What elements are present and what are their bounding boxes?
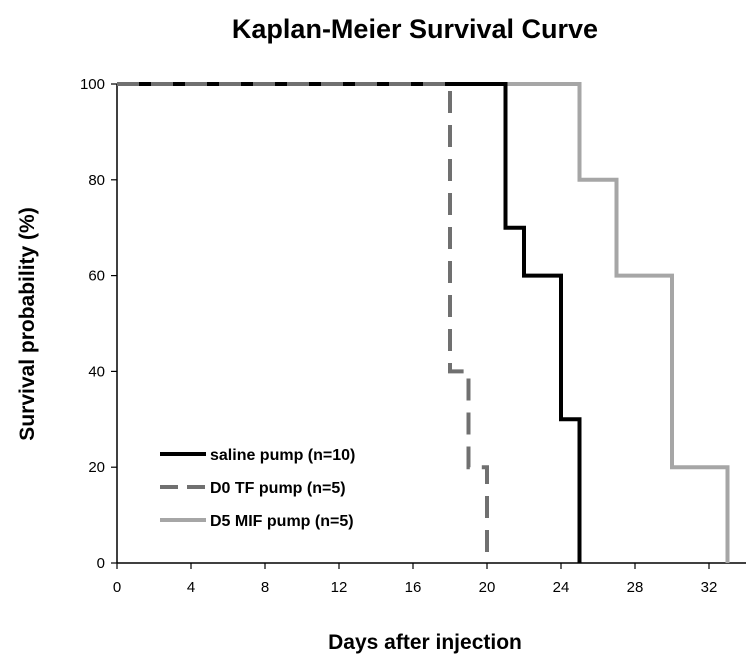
legend-label-0: saline pump (n=10) xyxy=(210,447,355,464)
series-layer xyxy=(117,82,730,563)
y-tick-label: 80 xyxy=(88,172,105,189)
series-line-1 xyxy=(117,82,489,563)
series-line-0 xyxy=(117,82,582,563)
axes: 0 4 8 12 16 20 24 28 32 0 20 40 60 80 100 xyxy=(80,76,746,596)
x-tick-label: 32 xyxy=(701,579,718,596)
chart-title: Kaplan-Meier Survival Curve xyxy=(232,14,598,44)
x-tick-label: 24 xyxy=(553,579,570,596)
legend: saline pump (n=10) D0 TF pump (n=5) D5 MIF… xyxy=(160,447,355,530)
y-axis-label: Survival probability (%) xyxy=(16,207,39,440)
y-tick-label: 100 xyxy=(80,76,105,93)
x-tick-label: 28 xyxy=(627,579,644,596)
y-tick-label: 60 xyxy=(88,268,105,285)
x-tick-label: 0 xyxy=(113,579,121,596)
x-tick-label: 8 xyxy=(261,579,269,596)
x-tick-label: 16 xyxy=(405,579,422,596)
y-tick-label: 0 xyxy=(97,555,105,572)
x-tick-label: 12 xyxy=(331,579,348,596)
legend-label-1: D0 TF pump (n=5) xyxy=(210,480,346,497)
x-axis-label: Days after injection xyxy=(328,631,522,654)
y-tick-label: 40 xyxy=(88,363,105,380)
x-tick-label: 20 xyxy=(479,579,496,596)
legend-label-2: D5 MIF pump (n=5) xyxy=(210,513,354,530)
y-tick-label: 20 xyxy=(88,459,105,476)
series-line-2 xyxy=(117,82,730,563)
x-tick-label: 4 xyxy=(187,579,195,596)
